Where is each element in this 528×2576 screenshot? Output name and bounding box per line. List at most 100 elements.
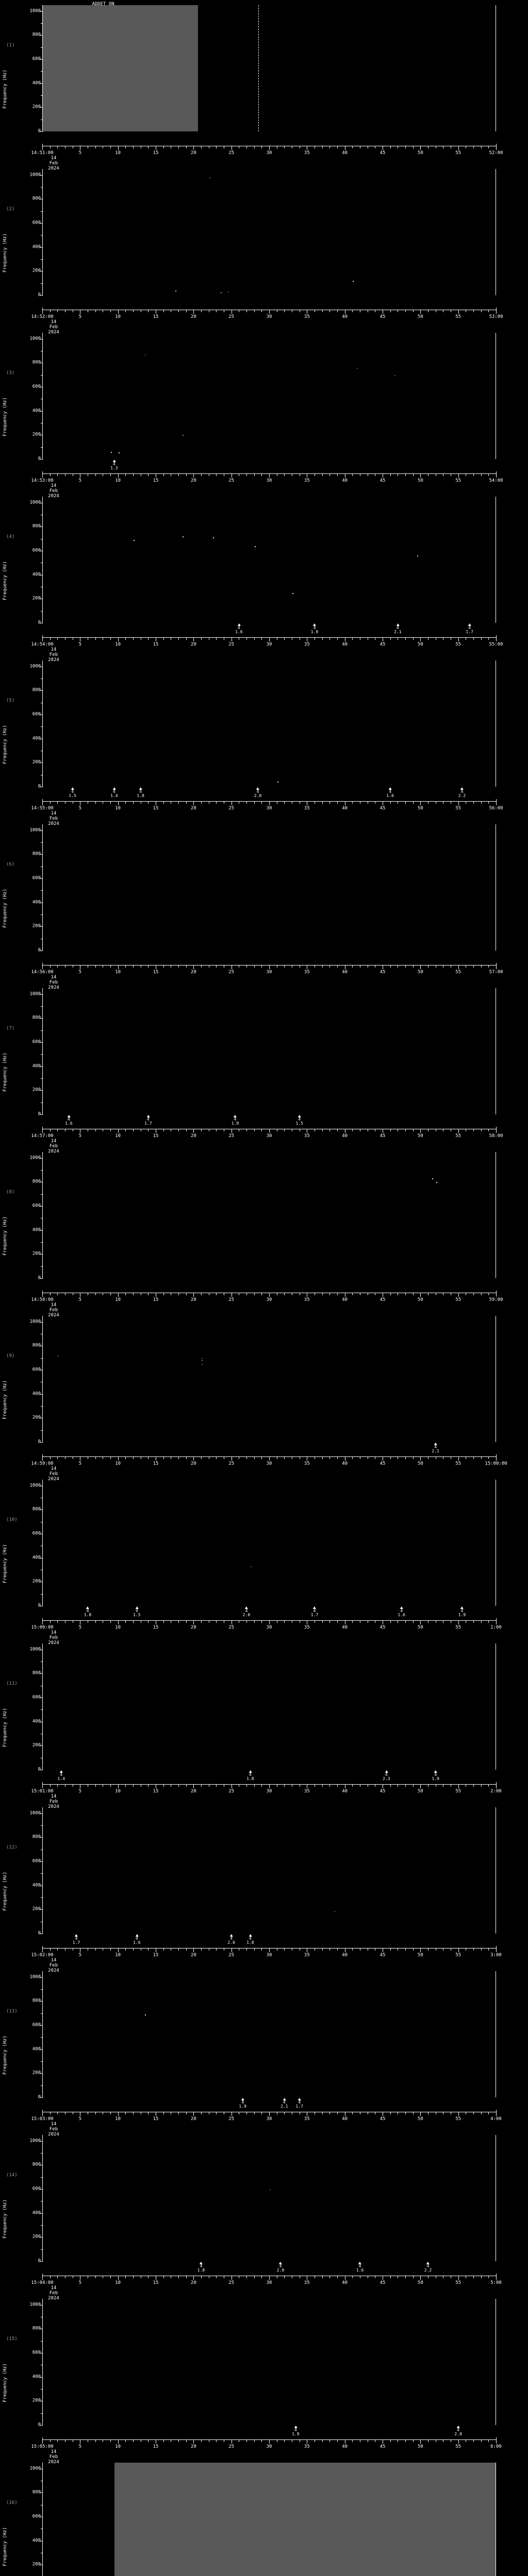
detection-annotation[interactable]: 4 1.5 bbox=[69, 787, 76, 798]
detection-annotation[interactable]: 4 1.6 bbox=[398, 1606, 405, 1617]
detection-point[interactable] bbox=[183, 536, 184, 537]
detection-annotation[interactable]: 4 1.8 bbox=[137, 787, 144, 798]
detection-annotation[interactable]: 4 2.0 bbox=[227, 1934, 235, 1945]
detection-annotation[interactable]: 4 1.9 bbox=[292, 2426, 300, 2436]
detection-point[interactable] bbox=[436, 1182, 437, 1183]
detection-annotation[interactable]: 4 2.3 bbox=[383, 1770, 390, 1781]
detection-annotation[interactable]: 4 2.2 bbox=[458, 787, 466, 798]
detection-annotation[interactable]: 4 1.5 bbox=[295, 1115, 303, 1126]
detection-point[interactable] bbox=[334, 1910, 335, 1912]
detection-annotation[interactable]: 4 1.8 bbox=[84, 1606, 91, 1617]
x-tick-major bbox=[269, 2112, 270, 2116]
x-tick-minor bbox=[133, 1293, 134, 1295]
detection-point[interactable] bbox=[175, 290, 176, 292]
detection-annotation[interactable]: 4 1.7 bbox=[295, 2098, 303, 2109]
detection-point[interactable] bbox=[209, 177, 210, 179]
detection-point[interactable] bbox=[213, 537, 214, 539]
detection-point[interactable] bbox=[202, 1364, 203, 1365]
detection-annotation[interactable]: 4 1.9 bbox=[458, 1606, 466, 1617]
detection-annotation[interactable]: 4 1.9 bbox=[232, 1115, 239, 1126]
detection-annotation[interactable]: 4 2.1 bbox=[394, 623, 402, 634]
x-tick-major bbox=[269, 1785, 270, 1788]
detection-annotation[interactable]: 4 2.1 bbox=[432, 1443, 439, 1453]
annotation-line-2: 1.3 bbox=[110, 466, 118, 470]
detection-annotation[interactable]: 4 2.0 bbox=[277, 2262, 284, 2273]
detection-point[interactable] bbox=[145, 354, 146, 355]
detection-annotation[interactable]: 4 1.8 bbox=[246, 1934, 254, 1945]
detection-annotation[interactable]: 4 1.9 bbox=[311, 623, 318, 634]
detection-annotation[interactable]: 4 1.6 bbox=[235, 623, 243, 634]
detection-annotation[interactable]: 4 2.0 bbox=[454, 2426, 462, 2436]
y-tick-label: 200 bbox=[32, 104, 41, 110]
detection-annotation[interactable]: 4 1.9 bbox=[239, 2098, 246, 2109]
detection-point[interactable] bbox=[432, 1178, 434, 1180]
detection-annotation[interactable]: 4 1.7 bbox=[73, 1934, 80, 1945]
x-tick-major bbox=[42, 1621, 43, 1624]
detection-point[interactable] bbox=[292, 592, 293, 594]
x-tick-minor bbox=[390, 1293, 391, 1295]
detection-point[interactable] bbox=[254, 546, 256, 547]
detection-point[interactable] bbox=[220, 292, 222, 294]
detection-point[interactable] bbox=[58, 1355, 59, 1357]
detection-point[interactable] bbox=[270, 2189, 271, 2190]
detection-annotation[interactable]: 4 1.4 bbox=[110, 787, 118, 798]
detection-point[interactable] bbox=[118, 452, 120, 454]
x-tick-major bbox=[193, 638, 194, 641]
detection-point[interactable] bbox=[394, 375, 395, 376]
detection-annotation[interactable]: 4 1.4 bbox=[57, 1770, 65, 1781]
detection-point[interactable] bbox=[183, 435, 184, 436]
detection-point[interactable] bbox=[145, 2014, 146, 2015]
detection-point[interactable] bbox=[251, 1566, 252, 1567]
x-tick-minor bbox=[216, 1948, 217, 1951]
detection-point[interactable] bbox=[353, 281, 354, 282]
detection-annotation[interactable]: 4 2.0 bbox=[254, 787, 261, 798]
x-tick-major bbox=[496, 1457, 497, 1461]
x-tick-major bbox=[496, 965, 497, 969]
detection-annotation[interactable]: 4 1.6 bbox=[356, 2262, 364, 2273]
y-tick-label: 600 bbox=[32, 1858, 41, 1864]
detection-point[interactable] bbox=[277, 781, 278, 783]
detection-point[interactable] bbox=[134, 540, 135, 541]
detection-annotation[interactable]: 4 1.7 bbox=[144, 1115, 152, 1126]
detection-annotation[interactable]: 4 1.6 bbox=[133, 1934, 141, 1945]
detection-annotation[interactable]: 4 1.9 bbox=[432, 1770, 439, 1781]
date-line: 14 bbox=[51, 1466, 57, 1471]
detection-annotation[interactable]: 4 1.8 bbox=[197, 2262, 205, 2273]
detection-annotation[interactable]: 4 1.7 bbox=[311, 1606, 318, 1617]
detection-point[interactable] bbox=[417, 555, 418, 557]
detection-annotation[interactable]: 4 1.3 bbox=[110, 460, 118, 470]
detection-annotation[interactable]: 4 1.8 bbox=[246, 1770, 254, 1781]
detection-annotation[interactable]: 4 2.0 bbox=[243, 1606, 250, 1617]
detection-annotation[interactable]: 4 2.1 bbox=[280, 2098, 288, 2109]
detection-point[interactable] bbox=[356, 367, 358, 369]
detection-annotation[interactable]: 4 1.5 bbox=[133, 1606, 141, 1617]
detection-annotation[interactable]: 4 1.7 bbox=[466, 623, 473, 634]
detection-annotation[interactable]: 4 1.6 bbox=[65, 1115, 73, 1126]
detection-annotation[interactable]: 4 2.2 bbox=[424, 2262, 432, 2273]
triangle-marker-icon bbox=[135, 1934, 139, 1937]
availability-block bbox=[43, 5, 198, 131]
detection-point[interactable] bbox=[202, 1360, 203, 1362]
detection-annotation[interactable]: 4 1.6 bbox=[386, 787, 394, 798]
triangle-marker-icon bbox=[426, 2262, 430, 2264]
detection-point[interactable] bbox=[111, 452, 112, 453]
detection-point[interactable] bbox=[202, 1358, 203, 1359]
detection-point[interactable] bbox=[228, 292, 229, 293]
y-tick-label: 400 bbox=[32, 408, 41, 414]
